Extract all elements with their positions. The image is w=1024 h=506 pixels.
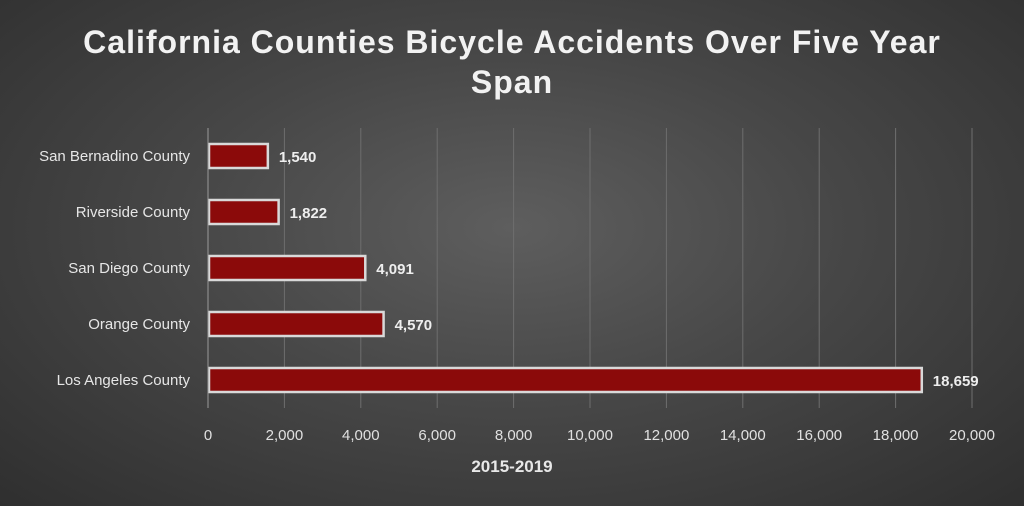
category-label: Los Angeles County [57,372,191,389]
x-tick-label: 20,000 [949,427,995,444]
x-tick-label: 2,000 [266,427,304,444]
x-tick-label: 6,000 [418,427,456,444]
axes: 0 2,000 4,000 6,000 8,000 10,000 12,000 14,000 1… [39,128,995,444]
category-label: San Diego County [68,260,190,277]
chart-title: California Counties Bicycle Accidents Ov… [83,24,941,100]
bar [207,142,270,170]
data-label: 4,570 [395,317,433,334]
data-label: 4,091 [376,261,414,278]
data-label: 1,540 [279,149,317,166]
gridlines [283,128,973,408]
data-label: 1,822 [290,205,328,222]
data-label: 18,659 [933,373,979,390]
x-tick-label: 0 [204,427,212,444]
x-tick-label: 10,000 [567,427,613,444]
bar [207,254,367,282]
bars: 1,540 1,822 4,091 4,570 18,659 [207,142,979,394]
bar [207,310,385,338]
x-tick-label: 8,000 [495,427,533,444]
x-tick-label: 4,000 [342,427,380,444]
category-label: San Bernadino County [39,148,190,165]
x-axis-title: 2015-2019 [471,457,553,476]
category-label: Orange County [88,316,190,333]
bar [207,366,924,394]
x-tick-label: 18,000 [873,427,919,444]
bar [207,198,280,226]
x-tick-label: 16,000 [796,427,842,444]
x-tick-label: 12,000 [643,427,689,444]
x-tick-label: 14,000 [720,427,766,444]
category-label: Riverside County [76,204,191,221]
